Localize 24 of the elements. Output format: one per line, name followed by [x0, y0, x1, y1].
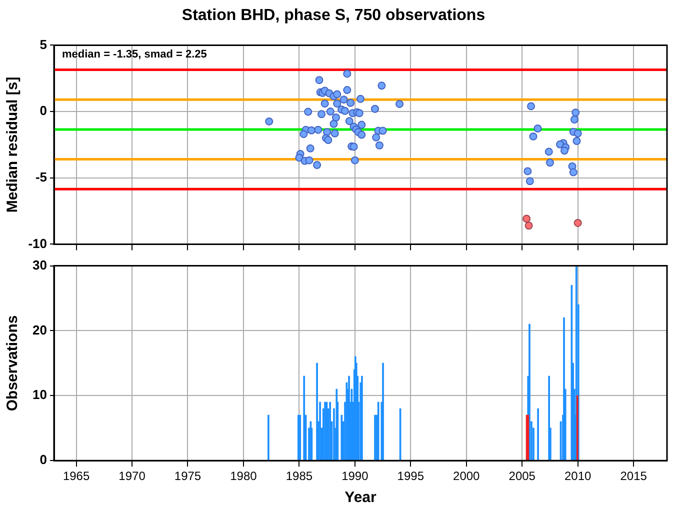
y-tick-label: 0	[40, 103, 47, 118]
chart-title: Station BHD, phase S, 750 observations	[182, 7, 486, 24]
y-tick-label: 30	[32, 257, 47, 272]
y-tick-label: 0	[40, 452, 47, 468]
y-tick-label: -10	[28, 236, 47, 251]
x-tick-label: 1965	[62, 469, 90, 484]
x-tick-label: 1970	[118, 469, 146, 484]
y-tick-label: 20	[32, 322, 47, 338]
x-tick-label: 2015	[620, 469, 648, 484]
y-axis-title: Observations	[4, 315, 22, 412]
y-tick-label: -5	[35, 169, 47, 184]
y-tick-label: 10	[32, 387, 47, 402]
x-tick-label: 2005	[508, 469, 536, 484]
x-tick-label: 1985	[286, 469, 313, 484]
y-axis-title: Median residual [s]	[4, 76, 22, 213]
x-axis-title: Year	[344, 489, 377, 506]
x-tick-label: 1990	[342, 469, 369, 484]
annotation: median = -1.35, smad = 2.25	[62, 48, 207, 61]
x-tick-label: 1975	[174, 469, 202, 484]
x-tick-label: 2010	[564, 469, 592, 484]
x-tick-label: 1995	[397, 469, 424, 484]
x-tick-label: 2000	[453, 469, 480, 484]
x-tick-label: 1980	[230, 469, 258, 484]
y-tick-label: 5	[40, 36, 47, 52]
